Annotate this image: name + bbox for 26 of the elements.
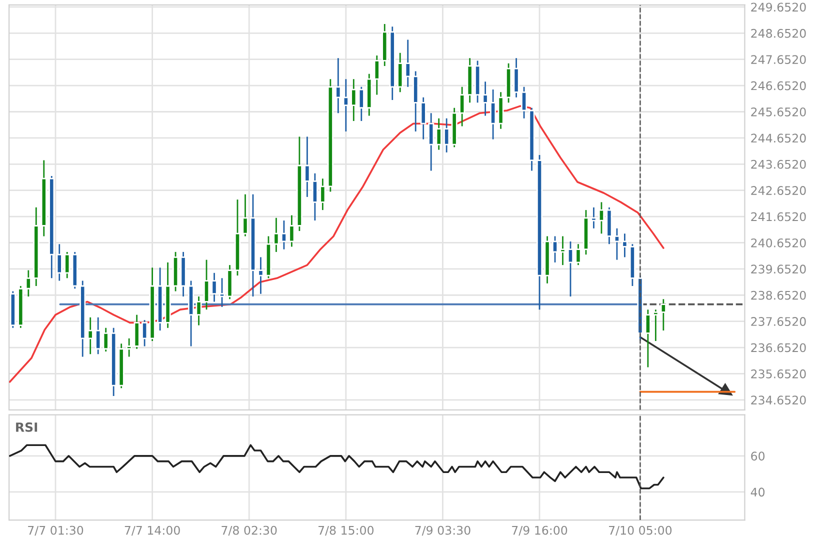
x-tick-label: 7/7 14:00 [124, 526, 180, 536]
y-tick-label: 60 [751, 452, 765, 461]
y-tick-label: 247.6520 [751, 55, 806, 64]
y-tick-label: 236.6520 [751, 343, 806, 352]
y-tick-label: 234.6520 [751, 396, 806, 405]
y-tick-label: 242.6520 [751, 186, 806, 195]
y-tick-label: 240.6520 [751, 238, 806, 248]
y-tick-label: 40 [750, 488, 765, 497]
x-tick-label: 7/9 16:00 [512, 526, 568, 536]
x-tick-label: 7/8 02:30 [222, 526, 277, 536]
x-tick-label: 7/8 15:00 [318, 526, 374, 536]
y-tick-label: 246.6520 [751, 81, 806, 90]
y-tick-label: 238.6520 [751, 290, 806, 300]
y-tick-label: 237.6520 [751, 317, 806, 326]
y-tick-label: 241.6520 [751, 212, 806, 222]
x-tick-label: 7/10 05:00 [609, 526, 672, 536]
y-tick-label: 243.6520 [751, 160, 806, 169]
y-tick-label: 248.6520 [751, 28, 806, 38]
y-tick-label: 239.6520 [751, 264, 806, 274]
chart-title: RSI [16, 422, 38, 432]
y-tick-label: 244.6520 [751, 134, 806, 143]
y-tick-label: 235.6520 [751, 369, 806, 378]
y-tick-label: 249.6520 [751, 2, 806, 12]
y-tick-label: 245.6520 [751, 107, 806, 116]
x-tick-label: 7/7 01:30 [28, 526, 84, 536]
x-tick-label: 7/9 03:30 [415, 526, 470, 536]
